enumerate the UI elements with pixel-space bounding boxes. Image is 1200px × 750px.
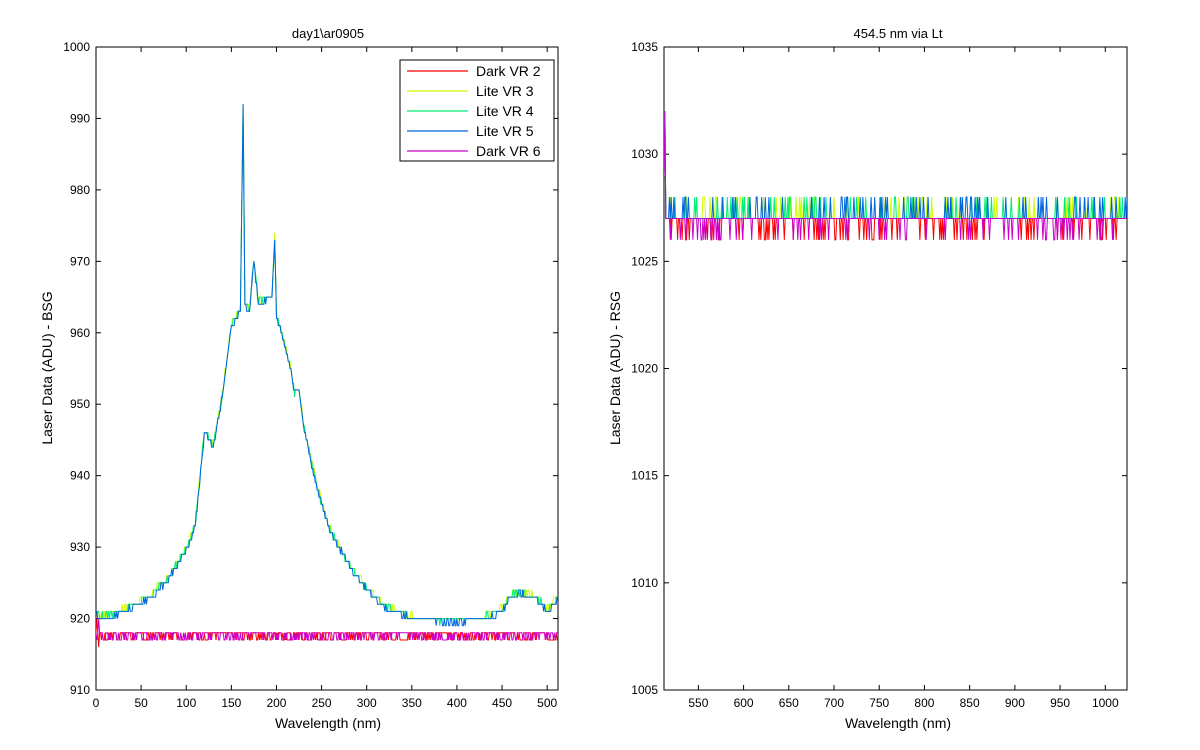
y-tick-label: 990 [70,111,90,125]
series-line-dark-vr-2 [96,618,558,648]
legend-label: Lite VR 3 [476,83,534,99]
legend: Dark VR 2 Lite VR 3 Lite VR 4 Lite VR 5 Dark… [399,59,555,162]
x-tick-label: 750 [869,696,889,710]
legend-label: Lite VR 4 [476,103,534,119]
x-tick-label: 900 [1005,696,1025,710]
x-tick-label: 450 [492,696,512,710]
x-tick-label: 150 [221,696,241,710]
x-tick-label: 550 [688,696,708,710]
y-tick-label: 960 [70,326,90,340]
x-tick-label: 300 [357,696,377,710]
y-tick-label: 1025 [631,254,658,268]
x-tick-label: 1000 [1092,696,1119,710]
x-tick-label: 600 [734,696,754,710]
legend-label: Lite VR 5 [476,123,534,139]
x-tick-label: 950 [1050,696,1070,710]
y-tick-label: 1035 [631,40,658,54]
y-tick-label: 910 [70,683,90,697]
x-tick-label: 500 [537,696,557,710]
x-tick-label: 800 [914,696,934,710]
right-plot-area: 550 600 650 700 750 800 850 900 950 1000 1005 1010 1… [631,40,1128,710]
legend-label: Dark VR 2 [476,63,541,79]
x-tick-label: 250 [312,696,332,710]
series-group [664,111,1127,241]
y-tick-label: 1010 [631,576,658,590]
y-tick-label: 940 [70,469,90,483]
plot-frame [663,46,1128,691]
y-tick-label: 930 [70,540,90,554]
right-y-axis-label: Laser Data (ADU) - RSG [607,291,623,445]
x-tick-label: 350 [402,696,422,710]
x-tick-label: 400 [447,696,467,710]
right-x-axis-label: Wavelength (nm) [845,715,951,731]
y-tick-label: 1000 [63,40,90,54]
left-y-axis-label: Laser Data (ADU) - BSG [39,291,55,444]
y-tick-label: 1030 [631,147,658,161]
x-tick-label: 850 [960,696,980,710]
x-tick-label: 0 [93,696,100,710]
series-line-dark-vr-6 [96,618,558,641]
x-tick-label: 700 [824,696,844,710]
y-tick-label: 980 [70,183,90,197]
x-tick-label: 200 [266,696,286,710]
right-chart: 454.5 nm via Lt 550 600 650 700 750 800 850 900… [607,26,1128,731]
x-tick-label: 50 [134,696,148,710]
y-tick-label: 950 [70,397,90,411]
left-chart-title: day1\ar0905 [292,26,364,41]
left-x-axis-label: Wavelength (nm) [275,715,381,731]
y-tick-label: 970 [70,254,90,268]
y-tick-label: 1015 [631,469,658,483]
legend-label: Dark VR 6 [476,143,541,159]
y-tick-label: 1020 [631,362,658,376]
series-line-lite-vr-5 [96,104,558,627]
x-tick-label: 100 [176,696,196,710]
series-line-dark-vr-6 [664,111,1127,241]
right-chart-title: 454.5 nm via Lt [854,26,943,41]
x-tick-label: 650 [779,696,799,710]
y-tick-label: 1005 [631,683,658,697]
y-tick-label: 920 [70,612,90,626]
series-group [96,104,558,648]
